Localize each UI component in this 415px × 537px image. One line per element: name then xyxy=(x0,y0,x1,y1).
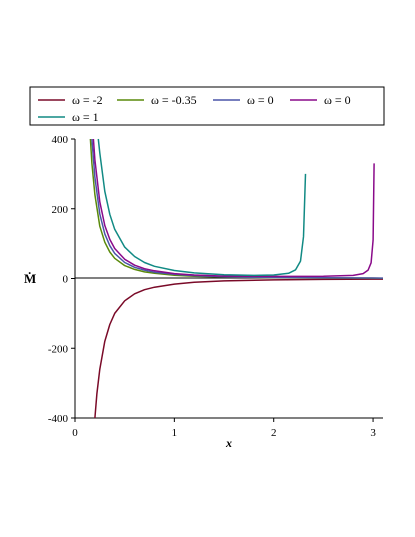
legend: ω = -2 ω = -0.35 ω = 0 ω = 0 ω = 1 xyxy=(29,86,385,126)
legend-label-0: ω = -2 xyxy=(72,93,103,107)
y-axis-label: Ṁ xyxy=(24,271,36,286)
legend-label-1: ω = -0.35 xyxy=(151,93,197,107)
series-line-1 xyxy=(89,138,384,279)
x-tick-label-2: 2 xyxy=(271,427,277,439)
x-tick-label-3: 3 xyxy=(370,427,376,439)
curves xyxy=(89,138,384,419)
legend-box xyxy=(29,86,385,126)
legend-label-3: ω = 0 xyxy=(324,93,351,107)
y-tick-label-3: 200 xyxy=(52,204,69,216)
legend-label-2: ω = 0 xyxy=(247,93,274,107)
series-line-0 xyxy=(94,278,383,419)
y-tick-label-2: 0 xyxy=(63,274,69,286)
legend-label-4: ω = 1 xyxy=(72,110,99,124)
legend-entry-0: ω = -2 xyxy=(38,93,103,107)
x-tick-label-0: 0 xyxy=(72,427,78,439)
x-axis-label: x xyxy=(225,436,232,450)
x-tick-label-1: 1 xyxy=(172,427,178,439)
y-tick-label-1: -200 xyxy=(48,343,69,355)
legend-entry-3: ω = 0 xyxy=(290,93,351,107)
legend-entry-4: ω = 1 xyxy=(38,110,99,124)
series-line-3 xyxy=(92,138,375,278)
series-line-4 xyxy=(97,138,307,277)
legend-entry-1: ω = -0.35 xyxy=(117,93,197,107)
series-line-2 xyxy=(91,138,384,279)
y-tick-label-0: -400 xyxy=(48,413,69,425)
ticks: 0 1 2 3 -400 -200 0 200 400 xyxy=(48,134,376,439)
legend-entry-2: ω = 0 xyxy=(213,93,274,107)
y-tick-label-4: 400 xyxy=(52,134,69,146)
